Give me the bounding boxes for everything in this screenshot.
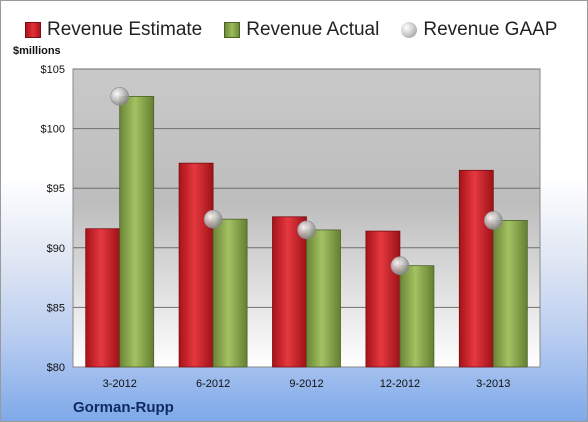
y-tick-label: $90 [47,243,65,255]
legend-item-gaap: Revenue GAAP [401,19,557,41]
bar-revenue-estimate [365,230,401,368]
legend-label-actual: Revenue Actual [246,19,380,40]
y-tick-label: $105 [41,64,65,76]
bar-revenue-actual [212,218,248,368]
y-tick-label: $80 [47,362,65,374]
bar-revenue-estimate [178,162,214,368]
legend-swatch-estimate [25,22,41,38]
gaap-markers [110,87,503,275]
x-tick-label: 6-2012 [196,378,230,390]
marker-revenue-gaap [483,211,503,230]
bars [85,96,528,368]
x-tick-label: 9-2012 [289,378,323,390]
y-axis-units-label: $millions [13,45,61,57]
marker-revenue-gaap [203,209,223,229]
marker-revenue-gaap [297,220,316,240]
legend-item-estimate: Revenue Estimate [25,19,202,41]
bar-revenue-actual [119,96,155,368]
legend-label-gaap: Revenue GAAP [423,19,558,40]
legend-item-actual: Revenue Actual [224,19,379,41]
y-tick-label: $95 [47,183,65,195]
bar-revenue-actual [492,219,528,368]
chart-legend: Revenue Estimate Revenue Actual Revenue … [25,15,565,45]
company-name: Gorman-Rupp [73,399,174,416]
y-axis-ticks: $80 $85 $90 $95 $100 $105 [41,64,65,374]
bar-revenue-actual [306,229,341,368]
marker-revenue-gaap [110,87,129,106]
legend-swatch-gaap [401,22,418,38]
x-tick-label: 3-2012 [103,378,137,390]
legend-label-estimate: Revenue Estimate [47,19,203,40]
y-tick-label: $85 [47,302,65,314]
bar-revenue-estimate [85,228,121,368]
marker-revenue-gaap [390,256,410,275]
bar-revenue-estimate [458,169,494,368]
x-tick-label: 3-2013 [476,378,510,390]
x-axis-ticks: 3-2012 6-2012 9-2012 12-2012 3-2013 [103,378,511,390]
bar-revenue-actual [399,265,435,368]
bar-revenue-estimate [272,216,307,368]
y-tick-label: $100 [41,124,65,136]
x-tick-label: 12-2012 [380,378,420,390]
legend-swatch-actual [224,22,241,38]
